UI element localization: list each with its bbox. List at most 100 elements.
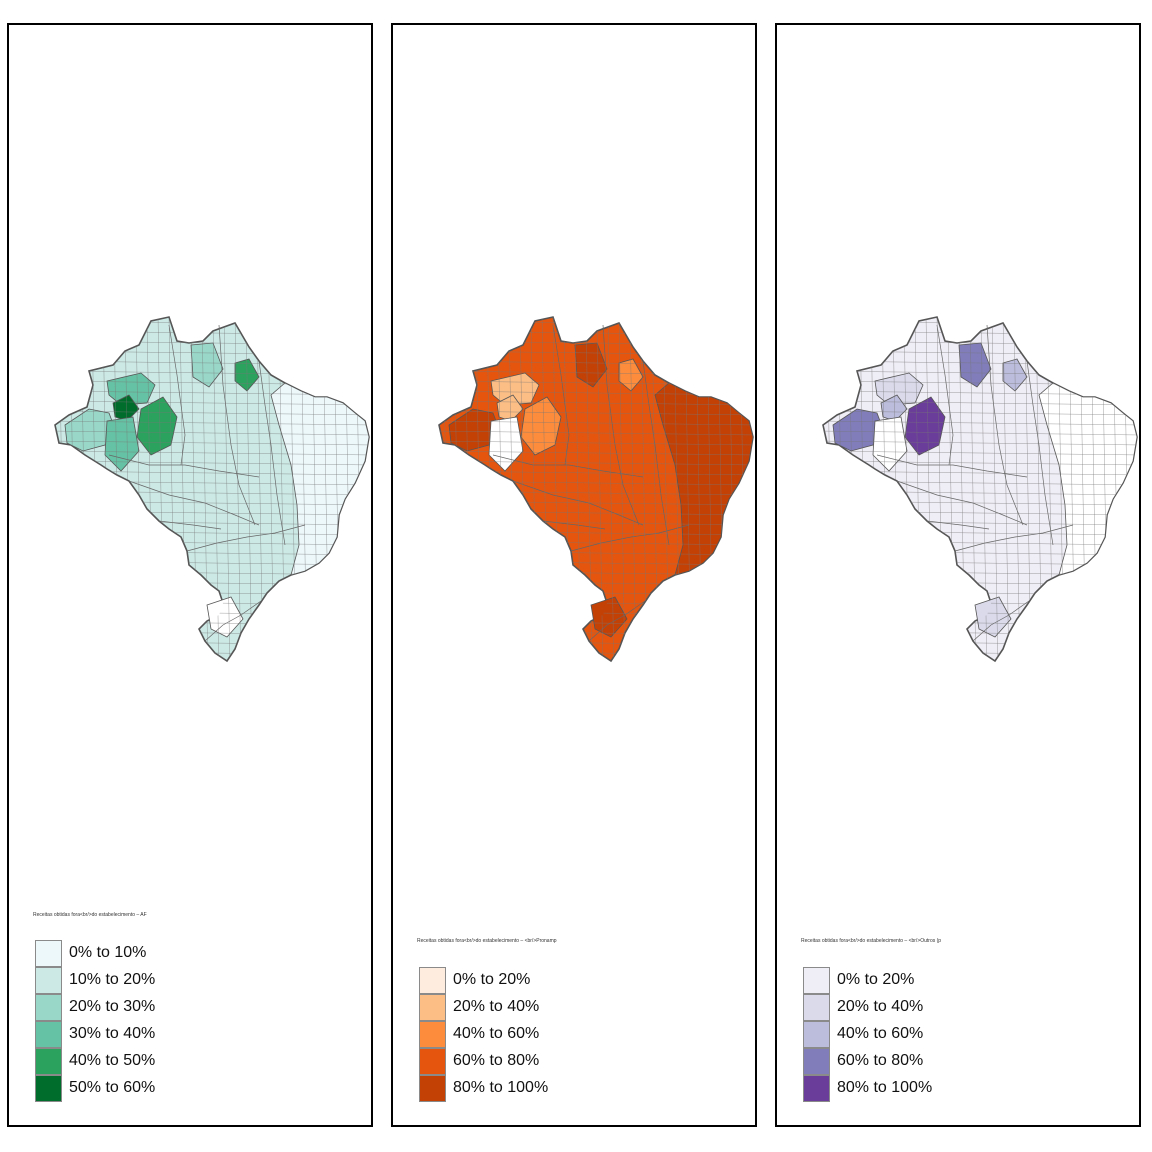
municipal-boundary [439,660,753,661]
municipal-boundary [629,317,637,661]
state-boundary [218,324,256,526]
municipal-boundary [55,420,369,426]
legend-swatch [419,994,446,1021]
municipal-boundary [823,430,1137,436]
legend-label: 20% to 40% [453,998,540,1015]
municipal-boundary [439,410,753,416]
legend-swatch [35,967,62,994]
municipal-boundary [826,317,834,661]
legend-swatch [35,940,62,967]
legend-swatch [419,967,446,994]
legend-label: 60% to 80% [837,1052,924,1069]
municipal-boundary [823,650,1137,656]
municipal-boundary [55,660,369,661]
municipal-boundary [442,317,450,661]
municipal-boundary [439,400,753,406]
municipal-boundary [750,317,753,661]
state-boundary [552,324,570,466]
municipal-boundary [739,317,747,661]
municipal-boundary [69,317,77,661]
municipal-boundary [823,460,1137,466]
state-boundary [954,524,1074,552]
region-patch [590,596,628,638]
municipal-boundary [58,317,66,661]
municipal-boundary [55,400,369,406]
legend-label: 50% to 60% [69,1079,156,1096]
legend-swatch [803,1075,830,1102]
map-panel-af: Receitas obtidas fora<br/>do estabelecim… [7,23,373,1127]
state-boundary [602,324,640,526]
legend-label: 10% to 20% [69,971,156,988]
region-patch [574,342,608,388]
legend-swatch [419,1075,446,1102]
state-boundary [570,524,690,552]
municipal-boundary [439,590,753,596]
region-fill-east [270,382,370,576]
municipal-boundary [55,590,369,596]
legend-swatch [35,1021,62,1048]
state-boundary [168,324,186,466]
legend-label: 40% to 60% [837,1025,924,1042]
brazil-map-af [49,316,373,675]
legend-label: 80% to 100% [837,1079,933,1096]
municipal-boundary [1002,317,1010,661]
region-patch [958,342,992,388]
municipal-boundary [55,440,369,446]
legend-label: 30% to 40% [69,1025,156,1042]
region-patch [974,596,1012,638]
municipal-boundary [823,410,1137,416]
municipal-boundary [453,317,461,661]
map-panel-outros: Receitas obtidas fora<br/>do estabelecim… [775,23,1141,1127]
legend-label: 40% to 50% [69,1052,156,1069]
municipal-boundary [366,317,369,661]
legend-swatch [35,994,62,1021]
municipal-boundary [464,317,472,661]
legend-label: 0% to 20% [453,971,531,988]
municipal-boundary [55,410,369,416]
municipal-boundary [439,460,753,466]
municipal-boundary [55,650,369,656]
municipal-boundary [49,671,373,675]
region-patch [490,372,540,406]
region-patch [874,372,924,406]
municipal-boundary [55,320,369,326]
municipal-boundary [80,317,88,661]
municipal-boundary [848,317,856,661]
municipal-boundary [1134,317,1137,661]
legend-swatch [803,994,830,1021]
legend-swatch [419,1048,446,1075]
legend-label: 0% to 20% [837,971,915,988]
municipal-boundary [245,317,253,661]
region-fill-east [654,382,754,576]
state-boundary [1026,360,1054,546]
municipal-boundary [817,671,1141,675]
legend-swatch [803,967,830,994]
legend-swatch [35,1075,62,1102]
municipal-boundary [439,450,753,456]
state-boundary [492,454,644,478]
legend-title: Receitas obtidas fora<br/>do estabelecim… [417,938,557,944]
municipal-boundary [823,320,1137,326]
state-boundary [986,324,1024,526]
state-boundary [642,360,670,546]
municipal-boundary [823,400,1137,406]
legend-label: 60% to 80% [453,1052,540,1069]
municipal-boundary [439,420,753,426]
legend-label: 0% to 10% [69,944,147,961]
state-boundary [258,360,286,546]
legend-label: 80% to 100% [453,1079,549,1096]
municipal-boundary [837,317,845,661]
municipal-boundary [823,660,1137,661]
municipal-boundary [439,440,753,446]
legend-swatch [803,1021,830,1048]
legend-label: 20% to 40% [837,998,924,1015]
state-boundary [108,454,260,478]
municipal-boundary [823,420,1137,426]
brazil-map-pronamp [438,316,754,663]
municipal-boundary [234,317,242,661]
legend-swatch [419,1021,446,1048]
municipal-boundary [439,650,753,656]
municipal-boundary [1013,317,1021,661]
state-boundary [876,454,1028,478]
municipal-boundary [439,430,753,436]
